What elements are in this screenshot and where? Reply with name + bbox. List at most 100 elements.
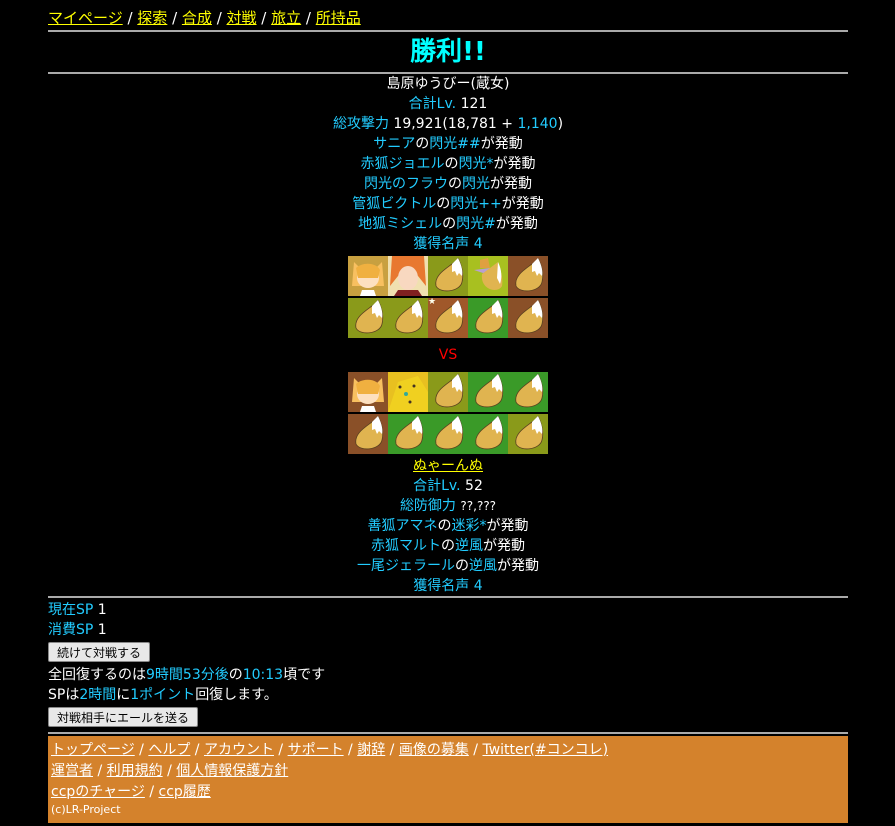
card-tail[interactable] [468, 414, 508, 454]
card-portrait-fox-girl[interactable] [348, 372, 388, 412]
nav-explore[interactable]: 探索 [137, 9, 168, 27]
footer-link[interactable]: 運営者 [51, 763, 93, 779]
current-sp-label: 現在SP [48, 602, 94, 618]
skill-name: 閃光# [456, 216, 496, 232]
text: の [437, 518, 452, 534]
skill-name: 閃光 [462, 176, 490, 192]
nav-journey[interactable]: 旅立 [271, 9, 302, 27]
footer-link[interactable]: 謝辞 [357, 742, 386, 758]
skill-activation: サニアの閃光##が発動 [48, 134, 848, 154]
skill-activation: 赤狐マルトの逆風が発動 [48, 536, 848, 556]
text: が発動 [493, 156, 536, 172]
unit-name: 地狐ミシェル [358, 216, 443, 232]
deck-row [48, 414, 848, 454]
card-portrait-orange-hair[interactable] [388, 256, 428, 296]
unit-name: 管狐ビクトル [352, 196, 437, 212]
cheer-opponent-button[interactable]: 対戦相手にエールを送る [48, 707, 199, 727]
deck-row [48, 372, 848, 412]
def-value: ??,??? [460, 499, 497, 513]
vs-label: VS [438, 347, 458, 363]
star-icon: ★ [428, 298, 437, 307]
card-tail[interactable] [508, 372, 548, 412]
skill-name: 逆風 [455, 538, 483, 554]
opponent-name-link[interactable]: ぬゃーんぬ [413, 458, 483, 474]
skill-activation: 閃光のフラウの閃光が発動 [48, 174, 848, 194]
footer-link[interactable]: ccp履歴 [158, 784, 211, 800]
card-tail[interactable] [508, 414, 548, 454]
card-tail[interactable] [348, 414, 388, 454]
text: の [415, 136, 430, 152]
text: が発動 [497, 558, 539, 574]
opponent-deck [48, 372, 848, 454]
nav-mypage[interactable]: マイページ [48, 9, 123, 27]
card-tail[interactable] [348, 298, 388, 338]
card-tail[interactable] [428, 372, 468, 412]
top-nav: マイページ / 探索 / 合成 / 対戦 / 旅立 / 所持品 [48, 9, 361, 27]
result-title: 勝利!! [410, 37, 486, 67]
text: の [228, 667, 243, 683]
card-tail[interactable] [428, 256, 468, 296]
current-sp: 1 [97, 602, 107, 618]
player-section: 島原ゆうびー(蔵女) 合計Lv. 121 総攻撃力 19,921(18,781 … [48, 74, 848, 254]
opponent-lv: 52 [465, 478, 483, 494]
card-tail[interactable] [388, 414, 428, 454]
divider [48, 30, 848, 32]
skill-activation: 地狐ミシェルの閃光#が発動 [48, 214, 848, 234]
footer-link[interactable]: 画像の募集 [398, 742, 469, 758]
used-sp-label: 消費SP [48, 622, 94, 638]
footer-link[interactable]: ヘルプ [148, 742, 191, 758]
unit-name: 善狐アマネ [367, 518, 438, 534]
unit-name: 赤狐ジョエル [360, 156, 445, 172]
skill-activation: 一尾ジェラールの逆風が発動 [48, 556, 848, 576]
footer-link[interactable]: トップページ [51, 742, 135, 758]
player-lv: 121 [460, 96, 488, 112]
lv-label: 合計Lv. [413, 478, 461, 494]
nav-inventory[interactable]: 所持品 [315, 9, 361, 27]
recover-clock: 10:13 [242, 667, 284, 683]
card-tail[interactable] [468, 372, 508, 412]
deck-row: ★ [48, 298, 848, 338]
player-deck: ★ [48, 256, 848, 338]
card-portrait-cheetah[interactable] [388, 372, 428, 412]
recover-time: 9時間53分後 [146, 667, 229, 683]
text: が発動 [486, 518, 529, 534]
text: 回復します。 [195, 687, 278, 703]
atk-bonus: 1,140 [517, 116, 558, 132]
recover-info: 全回復するのは9時間53分後の10:13頃です [48, 665, 848, 685]
nav-battle[interactable]: 対戦 [226, 9, 257, 27]
footer-link[interactable]: 個人情報保護方針 [176, 763, 289, 779]
skill-activation: 善狐アマネの迷彩*が発動 [48, 516, 848, 536]
footer-link[interactable]: ccpのチャージ [51, 784, 145, 800]
card-tail-starred[interactable]: ★ [428, 298, 468, 338]
card-tail[interactable] [508, 256, 548, 296]
text: が発動 [483, 538, 525, 554]
text: が発動 [490, 176, 532, 192]
nav-synthesis[interactable]: 合成 [181, 9, 212, 27]
footer-link[interactable]: サポート [287, 742, 344, 758]
text: の [442, 216, 457, 232]
card-tail[interactable] [428, 414, 468, 454]
text: の [448, 176, 462, 192]
sp-rate-info: SPは2時間に1ポイント回復します。 [48, 685, 848, 705]
unit-name: サニア [373, 136, 416, 152]
card-portrait-small-fox[interactable] [468, 256, 508, 296]
footer-link[interactable]: Twitter(#コンコレ) [482, 742, 609, 758]
card-tail[interactable] [508, 298, 548, 338]
text: が発動 [495, 216, 538, 232]
text: が発動 [501, 196, 544, 212]
text: 頃です [283, 667, 326, 683]
skill-name: 閃光## [429, 136, 481, 152]
footer: トップページ / ヘルプ / アカウント / サポート / 謝辞 / 画像の募集… [48, 736, 848, 823]
card-tail[interactable] [388, 298, 428, 338]
card-portrait-fox-girl[interactable] [348, 256, 388, 296]
divider [48, 596, 848, 598]
footer-link[interactable]: アカウント [203, 742, 274, 758]
fame-label: 獲得名声 [413, 236, 470, 252]
player-name: 島原ゆうびー(蔵女) [386, 76, 510, 92]
continue-battle-button[interactable]: 続けて対戦する [48, 642, 151, 662]
def-label: 総防御力 [399, 498, 456, 514]
skill-name: 逆風 [469, 558, 497, 574]
text: に [116, 687, 131, 703]
card-tail[interactable] [468, 298, 508, 338]
footer-link[interactable]: 利用規約 [106, 763, 163, 779]
